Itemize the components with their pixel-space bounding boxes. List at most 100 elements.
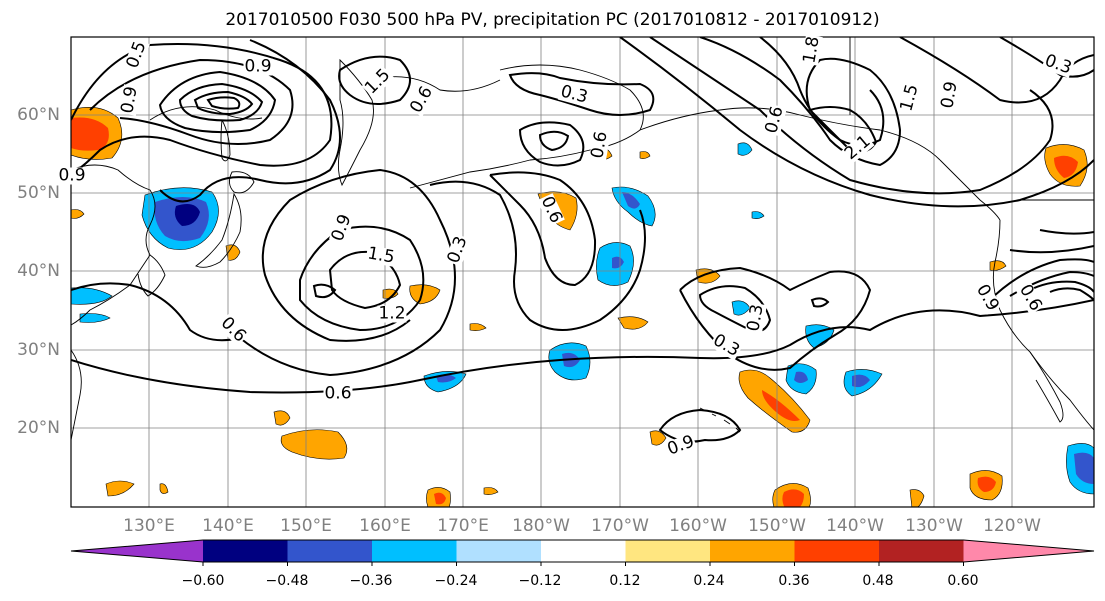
contour-label: 0.6: [587, 129, 612, 161]
precip-blob-20n-155e: [280, 429, 348, 460]
precip-blob-28n-148w-core: [794, 371, 808, 383]
precip-blob-korea-west-2: [79, 313, 111, 323]
precip-blob-14n-127w-core: [977, 476, 996, 492]
colorbar-swatch: [625, 540, 711, 562]
precip-blob-53n-120w-core: [1054, 155, 1078, 178]
lat-label: 40°N: [17, 261, 60, 281]
lon-label: 140°E: [202, 516, 254, 536]
colorbar-swatch: [541, 540, 626, 562]
colorbar-swatch: [879, 540, 964, 562]
coast-korea: [137, 254, 166, 297]
colorbar-swatch: [710, 540, 795, 562]
colorbar-tick-label: −0.24: [434, 573, 478, 589]
precip-blob-12n-130e: [105, 480, 135, 497]
pv-contour-okhotsk-ring-3: [193, 90, 254, 116]
colorbar-swatch: [794, 540, 880, 562]
contour-label: 1.2: [377, 303, 407, 324]
lon-label: 140°W: [826, 516, 884, 536]
pv-contour-bering-0.9: [538, 130, 570, 152]
pv-contour-kamchatka-1.5: [338, 55, 411, 105]
lon-label: 150°W: [748, 516, 806, 536]
pv-contour-okhotsk-0.9: [89, 58, 294, 145]
pv-contour-ridge-0.6: [429, 180, 646, 331]
pv-contour-npacific-0.6: [679, 266, 872, 371]
colorbar-swatch: [372, 540, 457, 562]
lon-label: 150°E: [280, 516, 332, 536]
figure-title: 2017010500 F030 500 hPa PV, precipitatio…: [225, 10, 880, 30]
precip-blob-20n-163w: [649, 430, 667, 446]
pv-contour-ridge-0.9: [489, 171, 597, 287]
precip-blob-57n-165w: [639, 151, 651, 159]
precip-blob-32n-172e: [469, 323, 487, 331]
pv-contour-aleutian-0.3: [508, 72, 655, 116]
precip-shading: [71, 107, 1094, 507]
pv-contour-okhotsk-ring-1: [158, 70, 277, 134]
colorbar-tick-label: 0.60: [947, 573, 979, 589]
precip-blob-12n-150w-core: [782, 489, 804, 507]
precip-blob-12n-168e-core: [434, 492, 446, 505]
pv-contour-npacific-small: [810, 297, 830, 308]
precip-blob-16n-115w-core: [1074, 452, 1094, 484]
contour-label: 1.5: [365, 243, 397, 268]
colorbar-swatch: [203, 540, 288, 562]
contour-label: 0.9: [937, 79, 962, 111]
pv-contour-alaska-2.1: [808, 106, 878, 153]
pv-contour-california-ring-2: [1049, 287, 1094, 301]
precip-blob-40n-125w: [989, 260, 1007, 271]
contour-label: 0.3: [743, 302, 768, 334]
lon-label: 160°E: [359, 516, 411, 536]
pv-contour-alaska-1.8: [699, 37, 902, 167]
precip-blob-170e: [409, 284, 441, 305]
pv-contour-0.3-south: [71, 299, 1094, 394]
colorbar-swatch: [287, 540, 373, 562]
contour-label: 0.9: [57, 165, 87, 186]
precip-blob-27n-137w-core: [852, 374, 870, 388]
pv-contour-california-0.6: [989, 258, 1094, 301]
pv-contour-na-east-0.9: [1009, 245, 1094, 254]
precip-blob-48n-140w: [751, 211, 765, 219]
pv-contour-alaska-0.6: [619, 37, 1094, 208]
precip-blob-13n-170w: [483, 487, 499, 495]
hawaii-islands: [699, 407, 741, 433]
lon-label: 180°W: [512, 516, 570, 536]
contour-label: 0.9: [117, 84, 142, 116]
pv-contour-california-ring-1: [1029, 280, 1094, 293]
map-frame: [70, 36, 1095, 508]
precip-blob-13n-135w: [909, 489, 925, 507]
colorbar-tick-label: −0.48: [265, 573, 309, 589]
contour-label: 0.9: [243, 56, 273, 77]
precip-blob-160e-small: [382, 288, 399, 299]
pv-contour-0.6-a: [71, 282, 241, 342]
coast-alaska-west: [499, 64, 644, 131]
pv-contour-siberia-0.6: [159, 39, 341, 203]
precip-blob-170w-blue-core: [622, 192, 640, 209]
coast-japan-honshu: [195, 192, 242, 268]
coast-baja: [1029, 351, 1064, 423]
coast-sakhalin: [220, 119, 231, 162]
colorbar-swatch: [456, 540, 542, 562]
lat-label: 50°N: [17, 183, 60, 203]
colorbar-tick-label: 0.48: [862, 573, 894, 589]
precip-blob-22n-148e: [273, 410, 291, 426]
coast-alaska-panhandle: [939, 159, 1001, 221]
precip-blob-55n-145w: [737, 142, 753, 156]
coast-kamchatka: [337, 58, 374, 187]
lon-label: 170°E: [437, 516, 489, 536]
colorbar-tick-label: −0.12: [518, 573, 562, 589]
lat-label: 30°N: [17, 340, 60, 360]
precip-blob-korea-west: [71, 287, 113, 305]
pv-contour-okhotsk-1.5: [71, 43, 333, 176]
contour-label: 0.6: [323, 383, 353, 404]
pv-contour-okhotsk-ring-2: [178, 82, 264, 122]
coast-japan-hokkaido: [229, 171, 255, 194]
coast-na-west: [992, 219, 1094, 431]
precip-blob-kamchatka-west-core: [71, 117, 109, 151]
coast-asia-mainland: [71, 164, 156, 326]
lon-label: 170°W: [591, 516, 649, 536]
colorbar-tick-label: 0.24: [693, 573, 725, 589]
pv-contour-okhotsk-ring-4: [206, 96, 241, 110]
coast-okhotsk: [149, 106, 263, 121]
precip-blob-175w-core: [612, 256, 624, 269]
contour-label: 1.8: [799, 34, 824, 66]
pv-contour-trough-core: [312, 283, 337, 299]
